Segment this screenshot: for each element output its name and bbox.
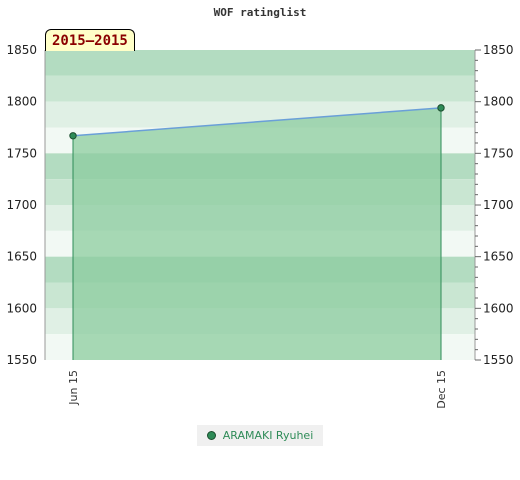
data-point (437, 104, 445, 112)
legend-label[interactable]: ARAMAKI Ryuhei (222, 429, 314, 442)
x-tick-label: Jun 15 (67, 370, 80, 406)
legend: ARAMAKI Ryuhei (197, 425, 323, 446)
y-tick-label-left: 1550 (6, 353, 37, 367)
y-tick-label-left: 1800 (6, 95, 37, 109)
y-tick-label-left: 1600 (6, 301, 37, 315)
y-tick-label-right: 1700 (483, 198, 514, 212)
y-tick-label-right: 1550 (483, 353, 514, 367)
series-line (72, 107, 442, 137)
data-point (69, 132, 77, 140)
y-tick-label-left: 1850 (6, 43, 37, 57)
series-area (73, 107, 441, 360)
period-badge: 2015—2015 (45, 29, 135, 51)
chart-title: WOF ratinglist (213, 6, 307, 19)
y-tick-label-right: 1650 (483, 250, 514, 264)
y-tick-label-right: 1600 (483, 301, 514, 315)
y-tick-label-left: 1700 (6, 198, 37, 212)
y-tick-label-right: 1850 (483, 43, 514, 57)
y-tick-label-left: 1650 (6, 250, 37, 264)
legend-marker-icon (206, 431, 216, 440)
y-tick-label-right: 1800 (483, 95, 514, 109)
grid-band (45, 50, 475, 76)
y-tick-label-right: 1750 (483, 146, 514, 160)
grid-band (45, 75, 475, 102)
y-tick-label-left: 1750 (6, 146, 37, 160)
x-tick-label: Dec 15 (435, 370, 448, 409)
